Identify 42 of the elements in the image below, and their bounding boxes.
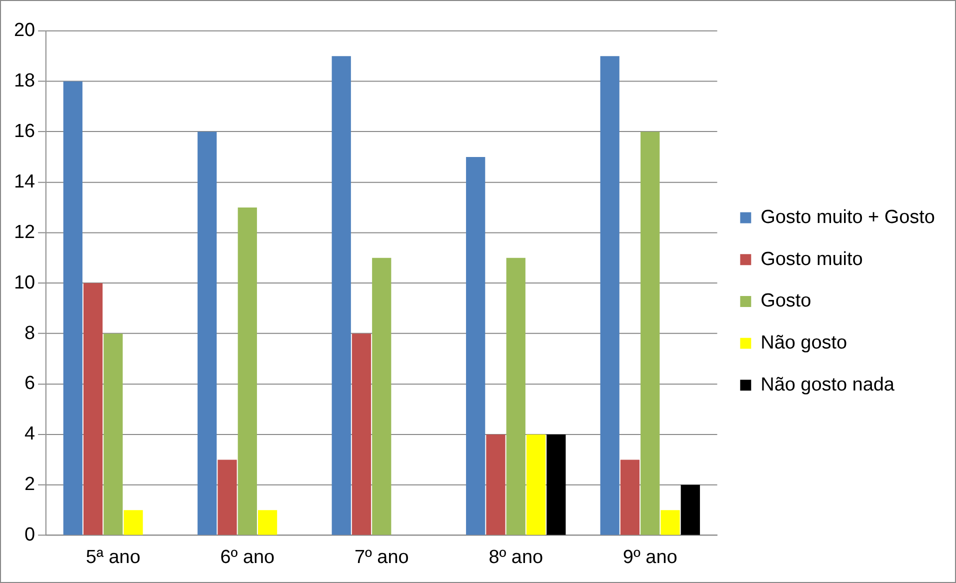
- bar: [640, 132, 660, 535]
- bar: [680, 484, 700, 535]
- y-tick-label: 20: [14, 20, 36, 42]
- legend-label: Gosto muito + Gosto: [760, 206, 935, 228]
- bar: [506, 258, 526, 535]
- y-tick-label: 12: [14, 222, 36, 243]
- bar: [546, 434, 566, 535]
- y-tick-label: 16: [14, 121, 36, 142]
- bar: [124, 510, 143, 535]
- bar: [526, 434, 546, 535]
- y-tick-label: 4: [24, 424, 36, 445]
- bar: [83, 283, 103, 535]
- bar: [372, 258, 392, 535]
- legend-label: Gosto muito: [760, 248, 863, 270]
- bar: [620, 460, 640, 535]
- bar: [63, 81, 82, 535]
- y-tick-label: 6: [24, 373, 36, 394]
- x-tick-label: 8º ano: [488, 546, 544, 568]
- bar: [104, 334, 123, 535]
- y-tick-label: 10: [14, 272, 36, 294]
- bar: [600, 56, 620, 535]
- bar: [466, 157, 486, 535]
- legend-label: Não gosto: [760, 332, 848, 354]
- x-tick-label: 6º ano: [220, 546, 275, 568]
- bar: [486, 434, 506, 535]
- y-tick-label: 18: [14, 70, 36, 92]
- y-tick-label: 8: [24, 322, 36, 344]
- bar: [352, 334, 372, 535]
- x-tick-label: 7º ano: [354, 546, 409, 568]
- y-tick-label: 14: [14, 171, 36, 192]
- bar: [218, 460, 237, 535]
- bar: [238, 207, 257, 535]
- bar: [660, 510, 680, 535]
- x-tick-label: 9º ano: [622, 546, 678, 568]
- bar: [258, 510, 278, 535]
- bar: [332, 56, 351, 535]
- bar: [198, 132, 217, 535]
- legend-label: Gosto: [760, 290, 812, 312]
- y-tick-label: 2: [24, 474, 36, 496]
- y-tick-label: 0: [24, 524, 36, 546]
- x-tick-label: 5ª ano: [86, 546, 140, 568]
- legend-label: Não gosto nada: [760, 374, 895, 396]
